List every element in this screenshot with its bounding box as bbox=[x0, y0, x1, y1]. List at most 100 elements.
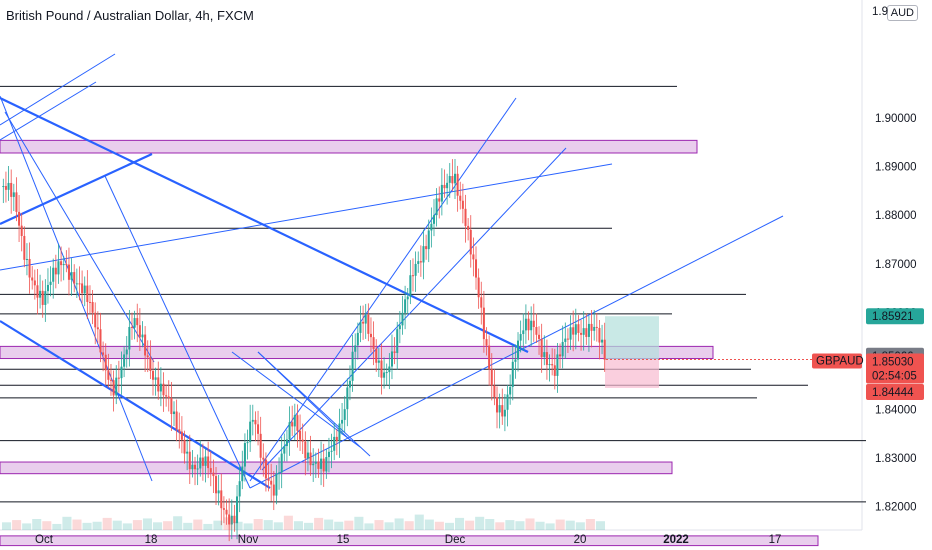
candle-body bbox=[396, 329, 399, 353]
candle-body bbox=[46, 284, 49, 292]
candle-body bbox=[498, 405, 501, 413]
volume-bar bbox=[324, 519, 334, 530]
candle-body bbox=[459, 195, 462, 201]
candle-body bbox=[603, 339, 606, 360]
candle-body bbox=[165, 395, 168, 397]
candle-body bbox=[233, 515, 236, 524]
candle-body bbox=[301, 439, 304, 442]
candle-body bbox=[54, 267, 57, 275]
candle-body bbox=[422, 246, 425, 263]
candle-body bbox=[228, 514, 231, 525]
candle-body bbox=[348, 380, 351, 388]
candle-body bbox=[123, 354, 126, 367]
candle-body bbox=[327, 451, 330, 458]
candle-body bbox=[501, 405, 504, 417]
candle-body bbox=[390, 351, 393, 367]
volume-bar bbox=[183, 522, 193, 530]
candle-body bbox=[191, 464, 194, 470]
candle-body bbox=[33, 280, 36, 286]
candle-body bbox=[440, 184, 443, 202]
x-tick-label: Dec bbox=[445, 534, 466, 546]
candle-body bbox=[496, 397, 499, 413]
volume-bar bbox=[475, 516, 485, 530]
candle-body bbox=[388, 366, 391, 373]
candle-body bbox=[532, 320, 535, 327]
price-tag-sl-bg bbox=[866, 383, 924, 400]
price-tag-sl: 1.84444 bbox=[872, 387, 914, 399]
candle-body bbox=[225, 509, 228, 515]
candle-body bbox=[419, 261, 422, 263]
candle-body bbox=[31, 277, 34, 281]
candle-body bbox=[314, 461, 317, 464]
volume-bar bbox=[334, 521, 344, 530]
candle-body bbox=[464, 208, 467, 226]
candle-body bbox=[96, 327, 99, 330]
candle-body bbox=[461, 200, 464, 209]
volume-bar bbox=[505, 520, 515, 530]
currency-badge[interactable]: AUD bbox=[886, 5, 918, 21]
candle-body bbox=[401, 312, 404, 326]
price-tag-tp-bg bbox=[866, 308, 924, 325]
candle-body bbox=[472, 254, 475, 260]
stop-loss-zone bbox=[605, 359, 659, 388]
candle-body bbox=[209, 468, 212, 473]
candle-body bbox=[60, 261, 63, 266]
candle-body bbox=[343, 409, 346, 420]
candle-body bbox=[175, 411, 178, 430]
y-tick-label: 1.90000 bbox=[875, 113, 917, 125]
candle-body bbox=[36, 285, 39, 298]
candle-body bbox=[393, 351, 396, 353]
candle-body bbox=[88, 301, 91, 303]
candle-body bbox=[330, 450, 333, 452]
candle-body bbox=[351, 351, 354, 381]
symbol-tag: GBPAUD bbox=[816, 356, 864, 368]
volume-bar bbox=[112, 520, 122, 530]
candle-body bbox=[267, 478, 270, 481]
volume-bar bbox=[465, 520, 475, 530]
volume-bar bbox=[364, 523, 374, 530]
candle-body bbox=[128, 326, 131, 350]
volume-bar bbox=[263, 520, 273, 530]
candle-body bbox=[259, 433, 262, 458]
candle-body bbox=[372, 337, 375, 349]
candle-body bbox=[23, 236, 26, 260]
candle-body bbox=[587, 323, 590, 337]
candle-body bbox=[243, 443, 246, 467]
candle-body bbox=[566, 338, 569, 340]
price-zone bbox=[0, 461, 673, 475]
volume-bar bbox=[384, 522, 394, 530]
volume-bar bbox=[495, 522, 505, 530]
candle-body bbox=[553, 365, 556, 376]
candle-body bbox=[188, 451, 191, 470]
volume-bar bbox=[72, 519, 82, 530]
candle-body bbox=[280, 453, 283, 473]
candle-body bbox=[585, 328, 588, 337]
candle-body bbox=[125, 349, 128, 355]
candle-body bbox=[264, 459, 267, 479]
x-tick-label: 15 bbox=[337, 534, 350, 546]
candle-body bbox=[133, 318, 136, 328]
candle-body bbox=[44, 291, 47, 305]
candle-body bbox=[62, 264, 65, 266]
volume-bar bbox=[515, 521, 525, 530]
price-tag-current-bg bbox=[866, 353, 924, 384]
candle-body bbox=[115, 377, 118, 396]
candle-body bbox=[519, 334, 522, 341]
candle-body bbox=[39, 290, 42, 298]
candle-body bbox=[432, 215, 436, 224]
candle-body bbox=[383, 372, 386, 378]
candle-body bbox=[241, 466, 244, 482]
candle-body bbox=[306, 452, 309, 459]
candle-body bbox=[564, 338, 567, 342]
candle-body bbox=[448, 176, 451, 183]
candle-body bbox=[20, 225, 23, 237]
candle-body bbox=[15, 192, 18, 212]
candle-body bbox=[377, 360, 380, 363]
candle-body bbox=[201, 457, 204, 466]
candle-body bbox=[270, 480, 273, 485]
volume-bar bbox=[32, 519, 42, 530]
candle-body bbox=[130, 326, 134, 328]
candle-body bbox=[362, 321, 365, 324]
candle-body bbox=[333, 436, 336, 451]
